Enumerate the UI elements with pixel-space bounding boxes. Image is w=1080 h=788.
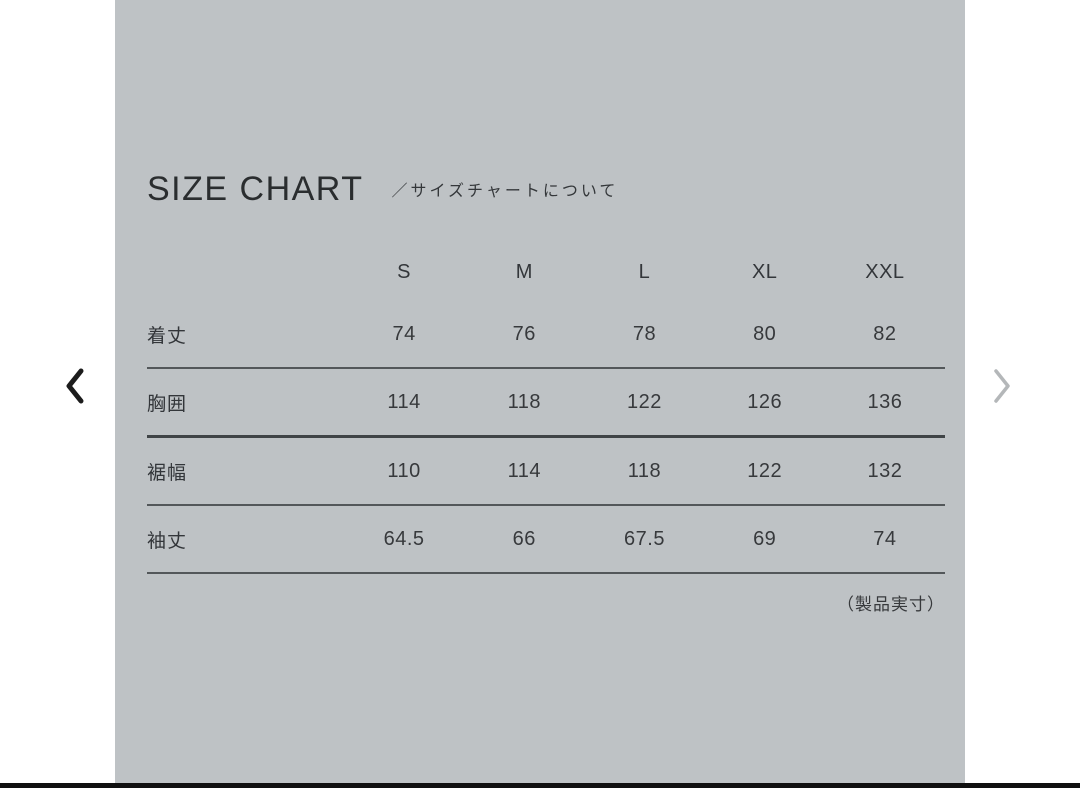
cell-value: 74 bbox=[392, 322, 416, 345]
cell-value: 76 bbox=[512, 322, 536, 345]
size-table-body: 着丈 74 76 78 80 82 胸囲 114 118 122 126 136 裾幅 110 114 118… bbox=[147, 301, 945, 574]
cell-value: 136 bbox=[867, 390, 903, 413]
carousel-next-button[interactable] bbox=[977, 362, 1027, 412]
size-chart-panel: SIZE CHART ／サイズチャートについて S M L XL XXL 着丈 74 76 7… bbox=[115, 0, 965, 783]
cell-value: 114 bbox=[507, 459, 541, 482]
cell-value: 69 bbox=[753, 527, 777, 550]
size-chart-title: SIZE CHART bbox=[147, 170, 364, 208]
product-measurement-note: （製品実寸） bbox=[837, 595, 945, 614]
row-label: 着丈 bbox=[147, 325, 188, 347]
cell-value: 80 bbox=[753, 322, 777, 345]
cell-value: 78 bbox=[632, 322, 657, 345]
bottom-bar bbox=[0, 783, 1080, 788]
cell-value: 126 bbox=[747, 390, 783, 413]
chevron-right-icon bbox=[990, 366, 1014, 409]
cell-value: 64.5 bbox=[383, 527, 425, 550]
row-label: 裾幅 bbox=[147, 462, 188, 484]
table-row: 着丈 74 76 78 80 82 bbox=[147, 301, 945, 369]
cell-value: 67.5 bbox=[624, 527, 665, 550]
cell-value: 132 bbox=[867, 459, 903, 482]
carousel-prev-button[interactable] bbox=[50, 362, 100, 412]
row-label: 袖丈 bbox=[147, 530, 188, 552]
cell-value: 114 bbox=[387, 390, 421, 413]
column-header: M bbox=[515, 261, 533, 283]
column-header: XXL bbox=[865, 261, 905, 283]
column-header: L bbox=[638, 261, 651, 283]
table-row: 裾幅 110 114 118 122 132 bbox=[147, 438, 945, 506]
cell-value: 122 bbox=[747, 459, 783, 482]
size-chart-header: SIZE CHART ／サイズチャートについて bbox=[147, 172, 618, 206]
cell-value: 122 bbox=[627, 390, 662, 413]
column-header: S bbox=[397, 261, 412, 283]
size-chart-subtitle: ／サイズチャートについて bbox=[391, 183, 619, 200]
cell-value: 82 bbox=[873, 322, 897, 345]
size-table-header-row: S M L XL XXL bbox=[147, 244, 945, 301]
cell-value: 74 bbox=[873, 527, 897, 550]
table-row: 袖丈 64.5 66 67.5 69 74 bbox=[147, 506, 945, 574]
chevron-left-icon bbox=[63, 366, 87, 409]
column-header: XL bbox=[751, 261, 778, 283]
size-table: S M L XL XXL 着丈 74 76 78 80 82 胸囲 114 118 122 126 136 裾幅… bbox=[147, 244, 945, 574]
cell-value: 66 bbox=[512, 527, 536, 550]
table-row: 胸囲 114 118 122 126 136 bbox=[147, 369, 945, 438]
row-label: 胸囲 bbox=[147, 393, 188, 415]
cell-value: 118 bbox=[627, 459, 662, 482]
cell-value: 118 bbox=[507, 390, 541, 413]
cell-value: 110 bbox=[387, 459, 421, 482]
